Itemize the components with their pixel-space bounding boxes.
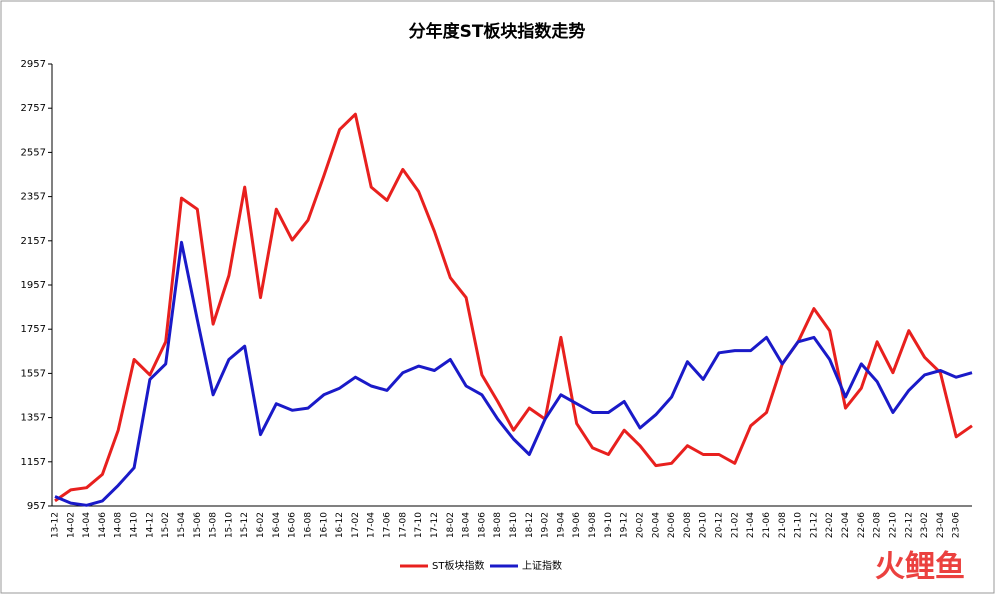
x-tick-label: 19-10 xyxy=(604,512,614,538)
y-tick-label: 1557 xyxy=(21,368,46,379)
x-tick-label: 14-12 xyxy=(145,512,155,538)
x-tick-label: 16-04 xyxy=(272,512,282,538)
x-tick-label: 18-06 xyxy=(477,512,487,538)
x-tick-label: 15-02 xyxy=(161,512,171,538)
x-tick-label: 22-02 xyxy=(825,512,835,538)
x-tick-label: 21-04 xyxy=(746,512,756,538)
y-tick-label: 957 xyxy=(27,501,46,512)
x-tick-label: 19-08 xyxy=(588,512,598,538)
x-tick-label: 21-02 xyxy=(730,512,740,538)
y-tick-label: 1157 xyxy=(21,457,46,468)
x-tick-label: 16-10 xyxy=(319,512,329,538)
x-tick-label: 14-06 xyxy=(98,512,108,538)
x-tick-label: 22-04 xyxy=(841,512,851,538)
y-tick-label: 2757 xyxy=(21,103,46,114)
x-tick-label: 23-02 xyxy=(920,512,930,538)
x-tick-label: 19-06 xyxy=(572,512,582,538)
y-tick-label: 2157 xyxy=(21,236,46,247)
x-tick-label: 17-10 xyxy=(414,512,424,538)
x-tick-label: 17-08 xyxy=(398,512,408,538)
x-tick-label: 16-06 xyxy=(288,512,298,538)
x-tick-label: 20-10 xyxy=(699,512,709,538)
x-tick-label: 21-06 xyxy=(762,512,772,538)
x-tick-label: 17-04 xyxy=(367,512,377,538)
x-tick-label: 22-10 xyxy=(888,512,898,538)
y-tick-label: 1357 xyxy=(21,413,46,424)
y-tick-label: 2957 xyxy=(21,59,46,70)
x-tick-label: 17-12 xyxy=(430,512,440,538)
x-tick-label: 16-08 xyxy=(303,512,313,538)
x-tick-label: 14-10 xyxy=(130,512,140,538)
x-tick-label: 23-06 xyxy=(952,512,962,538)
chart-title: 分年度ST板块指数走势 xyxy=(409,21,586,42)
x-tick-label: 18-02 xyxy=(446,512,456,538)
x-tick-label: 20-02 xyxy=(635,512,645,538)
x-tick-label: 17-02 xyxy=(351,512,361,538)
x-tick-label: 15-06 xyxy=(193,512,203,538)
x-tick-label: 15-08 xyxy=(209,512,219,538)
x-tick-label: 21-12 xyxy=(809,512,819,538)
x-tick-label: 23-04 xyxy=(936,512,946,538)
series-line xyxy=(54,112,973,503)
x-tick-label: 19-02 xyxy=(541,512,551,538)
series-line xyxy=(54,240,973,507)
x-tick-label: 18-10 xyxy=(509,512,519,538)
x-tick-label: 20-12 xyxy=(715,512,725,538)
x-tick-label: 16-02 xyxy=(256,512,266,538)
x-tick-label: 13-12 xyxy=(51,512,61,538)
y-tick-label: 1957 xyxy=(21,280,46,291)
y-tick-label: 1757 xyxy=(21,324,46,335)
x-tick-label: 19-12 xyxy=(620,512,630,538)
x-tick-label: 20-06 xyxy=(667,512,677,538)
x-tick-label: 14-02 xyxy=(66,512,76,538)
x-tick-label: 19-04 xyxy=(556,512,566,538)
x-tick-label: 14-08 xyxy=(114,512,124,538)
x-tick-label: 22-06 xyxy=(857,512,867,538)
x-tick-label: 15-12 xyxy=(240,512,250,538)
x-tick-label: 20-04 xyxy=(651,512,661,538)
y-tick-label: 2357 xyxy=(21,192,46,203)
x-tick-label: 15-04 xyxy=(177,512,187,538)
x-tick-label: 22-12 xyxy=(904,512,914,538)
x-tick-label: 14-04 xyxy=(82,512,92,538)
x-tick-label: 15-10 xyxy=(224,512,234,538)
legend-label: 上证指数 xyxy=(522,559,562,572)
x-tick-label: 18-12 xyxy=(525,512,535,538)
watermark: 火鲤鱼 xyxy=(875,550,965,585)
x-tick-label: 17-06 xyxy=(383,512,393,538)
x-tick-label: 21-08 xyxy=(778,512,788,538)
x-tick-label: 22-08 xyxy=(873,512,883,538)
legend-label: ST板块指数 xyxy=(432,559,484,572)
x-tick-label: 20-08 xyxy=(683,512,693,538)
x-tick-label: 18-08 xyxy=(493,512,503,538)
x-tick-label: 21-10 xyxy=(794,512,804,538)
x-tick-label: 18-04 xyxy=(462,512,472,538)
x-tick-label: 16-12 xyxy=(335,512,345,538)
y-tick-label: 2557 xyxy=(21,147,46,158)
